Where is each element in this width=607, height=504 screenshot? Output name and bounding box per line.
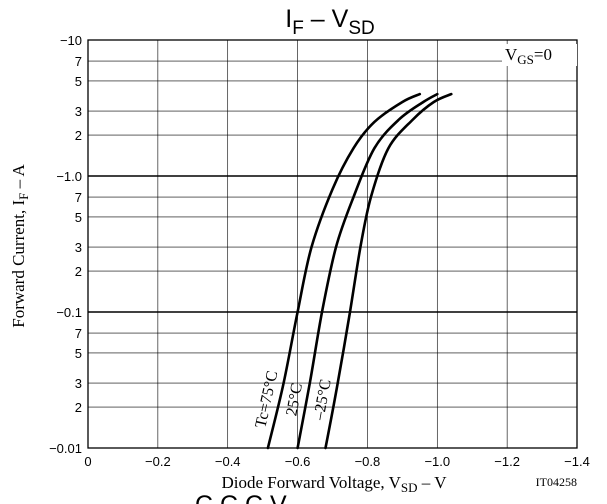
series-label: Tc=75°C bbox=[252, 369, 281, 429]
x-tick-label: −0.6 bbox=[285, 454, 311, 469]
x-tick-label: −1.2 bbox=[494, 454, 520, 469]
vgs-annotation: VGS=0 bbox=[505, 45, 552, 67]
annotation-background bbox=[502, 44, 577, 66]
y-tick-labels: −0.01 2 3 5 7 −0.1 2 3 5 7 −1.0 2 3 5 7 −10 bbox=[49, 33, 82, 456]
x-tick-label: 0 bbox=[84, 454, 91, 469]
y-tick-label: 7 bbox=[75, 326, 82, 341]
grid bbox=[88, 40, 577, 448]
figure-id: IT04258 bbox=[536, 475, 577, 489]
y-tick-label: −0.1 bbox=[56, 305, 82, 320]
y-tick-label: 2 bbox=[75, 128, 82, 143]
x-tick-label: −1.0 bbox=[424, 454, 450, 469]
y-tick-label: 5 bbox=[75, 346, 82, 361]
chart-title: IF – VSD bbox=[285, 5, 374, 39]
y-tick-label: −0.01 bbox=[49, 441, 82, 456]
y-tick-label: 3 bbox=[75, 240, 82, 255]
x-tick-labels: 0 −0.2 −0.4 −0.6 −0.8 −1.0 −1.2 −1.4 bbox=[84, 454, 589, 469]
y-tick-label: 3 bbox=[75, 104, 82, 119]
y-tick-label: 3 bbox=[75, 376, 82, 391]
y-tick-label: −10 bbox=[60, 33, 82, 48]
y-tick-label: −1.0 bbox=[56, 169, 82, 184]
series-line bbox=[266, 92, 422, 450]
y-tick-label: 2 bbox=[75, 400, 82, 415]
y-tick-label: 7 bbox=[75, 54, 82, 69]
cut-off-bottom-text: C C C V bbox=[195, 491, 287, 504]
plot-frame bbox=[87, 39, 578, 449]
x-tick-label: −1.4 bbox=[564, 454, 590, 469]
series-labels: Tc=75°C 25°C –25°C bbox=[252, 369, 334, 429]
series-line bbox=[296, 92, 439, 450]
series-line bbox=[324, 92, 453, 450]
x-axis-label: Diode Forward Voltage, VSD – V bbox=[221, 473, 447, 495]
y-tick-label: 5 bbox=[75, 210, 82, 225]
series-label: 25°C bbox=[283, 382, 306, 418]
y-axis-label: Forward Current, IF – A bbox=[9, 164, 31, 328]
x-tick-label: −0.4 bbox=[215, 454, 241, 469]
y-tick-label: 2 bbox=[75, 264, 82, 279]
curves bbox=[266, 92, 453, 450]
y-tick-label: 7 bbox=[75, 190, 82, 205]
x-tick-label: −0.8 bbox=[355, 454, 381, 469]
y-tick-label: 5 bbox=[75, 74, 82, 89]
x-tick-label: −0.2 bbox=[145, 454, 171, 469]
